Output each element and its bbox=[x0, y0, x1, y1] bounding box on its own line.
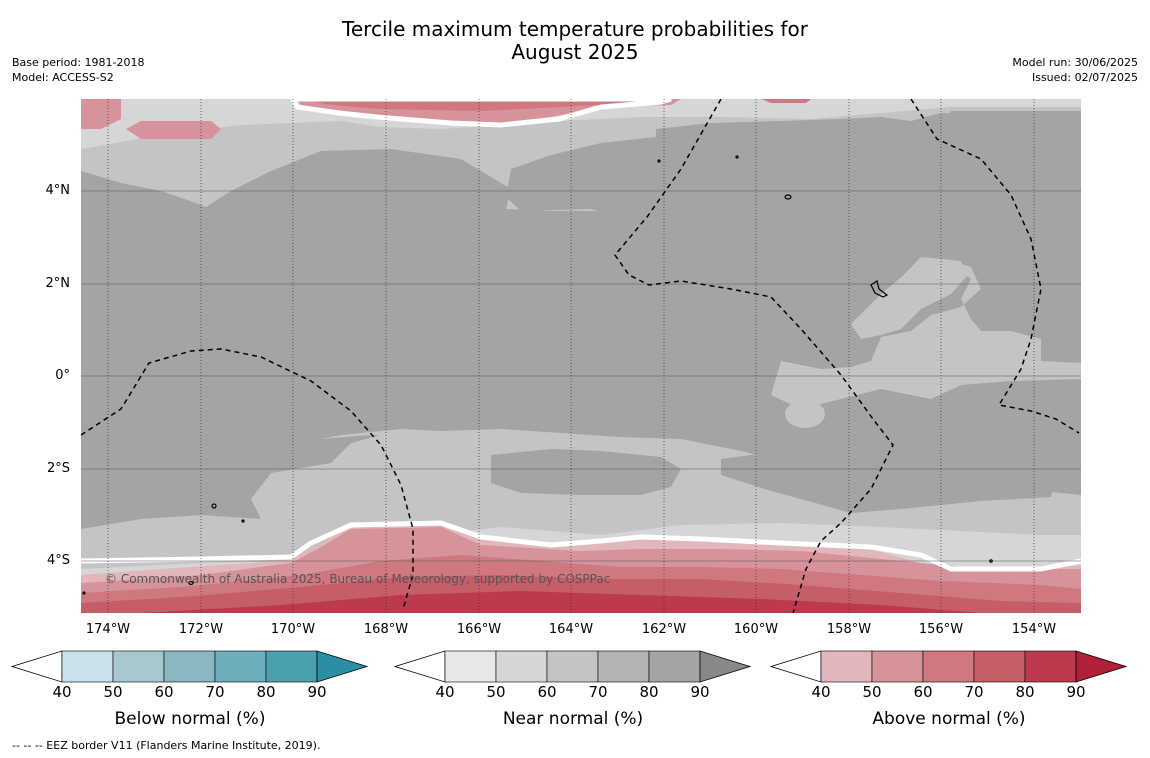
colorbar-segment bbox=[265, 650, 318, 683]
colorbar-tick-label: 80 bbox=[256, 683, 276, 701]
model-name: Model: ACCESS-S2 bbox=[12, 71, 114, 84]
colorbar-segment bbox=[495, 650, 548, 683]
colorbar-below-normal bbox=[10, 650, 369, 683]
above-normal-north-edge bbox=[290, 99, 672, 128]
near-normal-60-east-2 bbox=[851, 259, 966, 339]
lon-label-170w: 170°W bbox=[270, 622, 316, 637]
lon-label-158w: 158°W bbox=[826, 622, 872, 637]
colorbar-above-normal bbox=[769, 650, 1128, 683]
colorbar-tick-label: 70 bbox=[964, 683, 984, 701]
colorbar-tick-label: 40 bbox=[811, 683, 831, 701]
colorbar-segment bbox=[444, 650, 497, 683]
colorbar-extend-low bbox=[10, 650, 63, 683]
colorbar-tick-label: 60 bbox=[913, 683, 933, 701]
lon-label-174w: 174°W bbox=[85, 622, 131, 637]
title-line-2: August 2025 bbox=[511, 40, 639, 64]
colorbar-tick-label: 90 bbox=[1066, 683, 1086, 701]
model-run: Model run: 30/06/2025 bbox=[1012, 56, 1138, 69]
lon-label-160w: 160°W bbox=[733, 622, 779, 637]
colorbar-tick-label: 80 bbox=[1015, 683, 1035, 701]
meta-left: Base period: 1981-2018 Model: ACCESS-S2 bbox=[12, 55, 144, 85]
map-title: Tercile maximum temperature probabilitie… bbox=[275, 18, 875, 64]
colorbar-tick-label: 40 bbox=[52, 683, 72, 701]
colorbar-tick-label: 50 bbox=[103, 683, 123, 701]
probability-map bbox=[81, 99, 1081, 613]
meta-right: Model run: 30/06/2025 Issued: 02/07/2025 bbox=[1012, 55, 1138, 85]
near-normal-60-island-patch bbox=[785, 400, 825, 428]
islands bbox=[82, 155, 993, 595]
colorbar-segment bbox=[214, 650, 267, 683]
colorbar-segment bbox=[61, 650, 114, 683]
lat-label-2s: 2°S bbox=[46, 461, 70, 476]
near-normal-60-east bbox=[771, 257, 1081, 409]
copyright-notice: © Commonwealth of Australia 2025, Bureau… bbox=[105, 572, 611, 586]
colorbar-extend-high bbox=[1075, 650, 1128, 683]
above-normal-north-small bbox=[761, 99, 811, 103]
colorbar-extend-high bbox=[699, 650, 752, 683]
colorbar-tick-label: 80 bbox=[639, 683, 659, 701]
lon-label-168w: 168°W bbox=[363, 622, 409, 637]
colorbar-title-above: Above normal (%) bbox=[872, 709, 1026, 729]
colorbar-tick-label: 60 bbox=[154, 683, 174, 701]
colorbar-tick-label: 90 bbox=[690, 683, 710, 701]
latitude-gridlines bbox=[81, 190, 1081, 562]
lon-label-172w: 172°W bbox=[178, 622, 224, 637]
issued-date: Issued: 02/07/2025 bbox=[1031, 71, 1138, 84]
colorbar-near-normal bbox=[393, 650, 752, 683]
colorbar-segment bbox=[820, 650, 873, 683]
lat-label-4n: 4°N bbox=[45, 183, 71, 198]
colorbar-tick-label: 70 bbox=[588, 683, 608, 701]
lat-label-4s: 4°S bbox=[46, 553, 70, 568]
lon-label-166w: 166°W bbox=[456, 622, 502, 637]
colorbar-segment bbox=[163, 650, 216, 683]
colorbar-title-near: Near normal (%) bbox=[502, 709, 644, 729]
lat-label-0: 0° bbox=[55, 368, 70, 383]
above-normal-nw-2 bbox=[126, 121, 221, 139]
colorbar-extend-low bbox=[769, 650, 822, 683]
colorbar-segment bbox=[648, 650, 701, 683]
footnote-eez: -- -- -- EEZ border V11 (Flanders Marine… bbox=[12, 739, 321, 752]
above-normal-south-edge bbox=[81, 520, 1081, 572]
colorbar-tick-label: 50 bbox=[486, 683, 506, 701]
colorbar-tick-label: 60 bbox=[537, 683, 557, 701]
colorbar-segment bbox=[597, 650, 650, 683]
lon-label-156w: 156°W bbox=[918, 622, 964, 637]
near-normal-70-pocket-3 bbox=[591, 461, 671, 489]
above-normal-nw bbox=[81, 99, 121, 129]
colorbar-segment bbox=[922, 650, 975, 683]
colorbar-segment bbox=[871, 650, 924, 683]
lon-label-164w: 164°W bbox=[548, 622, 594, 637]
lat-label-2n: 2°N bbox=[45, 276, 71, 291]
colorbar-segment bbox=[973, 650, 1026, 683]
lon-label-162w: 162°W bbox=[641, 622, 687, 637]
colorbar-extend-low bbox=[393, 650, 446, 683]
title-line-1: Tercile maximum temperature probabilitie… bbox=[342, 17, 808, 41]
colorbar-tick-label: 50 bbox=[862, 683, 882, 701]
above-normal-80-south bbox=[141, 591, 981, 613]
colorbar-tick-label: 70 bbox=[205, 683, 225, 701]
colorbar-tick-label: 90 bbox=[307, 683, 327, 701]
colorbar-tick-label: 40 bbox=[435, 683, 455, 701]
colorbar-segment bbox=[1024, 650, 1077, 683]
eez-borders bbox=[81, 99, 1080, 613]
base-period: Base period: 1981-2018 bbox=[12, 56, 145, 69]
colorbar-title-below: Below normal (%) bbox=[114, 709, 266, 729]
colorbar-segment bbox=[112, 650, 165, 683]
near-normal-70-pocket-2 bbox=[721, 451, 1056, 513]
lon-label-154w: 154°W bbox=[1011, 622, 1057, 637]
colorbar-extend-high bbox=[316, 650, 369, 683]
colorbar-segment bbox=[546, 650, 599, 683]
near-normal-70-main bbox=[81, 111, 1081, 539]
